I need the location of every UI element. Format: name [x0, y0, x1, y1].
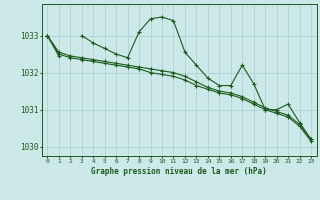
X-axis label: Graphe pression niveau de la mer (hPa): Graphe pression niveau de la mer (hPa)	[91, 167, 267, 176]
